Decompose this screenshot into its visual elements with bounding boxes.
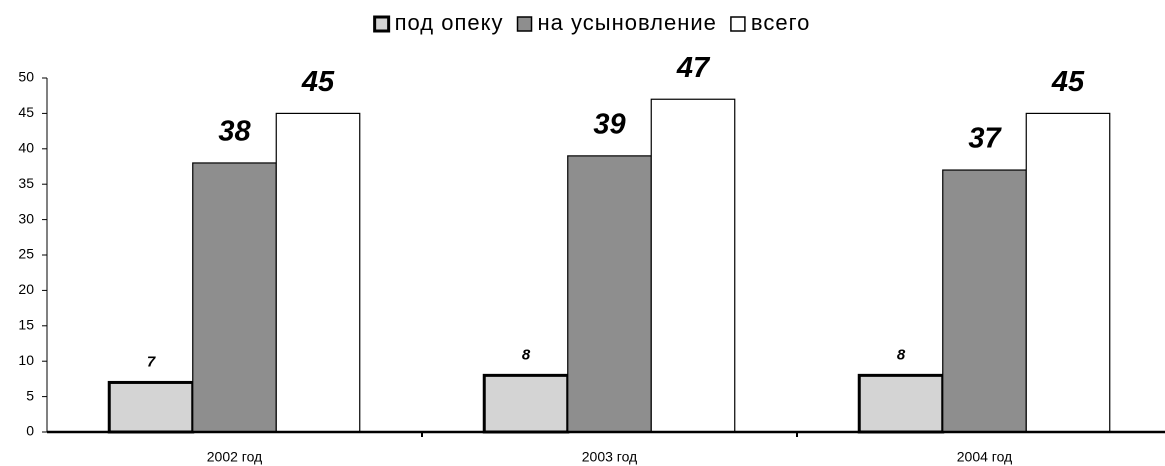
legend-label: под опеку (395, 10, 504, 35)
bar (567, 155, 652, 433)
y-tick-label: 45 (18, 104, 34, 120)
x-tick-label: 2002 год (207, 449, 262, 465)
y-tick-label: 30 (18, 210, 34, 226)
data-label: 8 (897, 346, 906, 363)
y-tick-label: 5 (26, 387, 34, 403)
bar (650, 98, 736, 433)
y-tick-label: 40 (18, 140, 34, 156)
legend-label: на усыновление (538, 10, 717, 35)
bar (482, 373, 570, 434)
bar (275, 112, 361, 433)
bar (857, 373, 945, 434)
x-tick-label: 2004 год (957, 449, 1012, 465)
legend-swatch (373, 15, 391, 33)
x-tick-label: 2003 год (582, 449, 637, 465)
data-label: 38 (218, 116, 251, 148)
data-label: 8 (522, 346, 531, 363)
bar (107, 380, 195, 434)
y-tick-label: 15 (18, 317, 34, 333)
bar (192, 162, 277, 433)
legend-swatch (730, 16, 746, 32)
y-tick-label: 50 (18, 69, 34, 85)
y-tick-label: 25 (18, 246, 34, 262)
y-tick-label: 35 (18, 175, 34, 191)
data-label: 45 (301, 66, 335, 98)
y-tick-label: 0 (26, 423, 34, 439)
bar (942, 169, 1027, 433)
data-label: 39 (593, 109, 625, 141)
data-label: 45 (1051, 66, 1085, 98)
y-tick-label: 10 (18, 352, 34, 368)
data-label: 37 (968, 123, 1002, 155)
data-label: 47 (676, 52, 711, 84)
bar (1025, 112, 1111, 433)
data-label: 7 (147, 353, 156, 370)
y-tick-label: 20 (18, 281, 34, 297)
legend-swatch (516, 16, 533, 32)
legend-label: всего (751, 10, 810, 35)
